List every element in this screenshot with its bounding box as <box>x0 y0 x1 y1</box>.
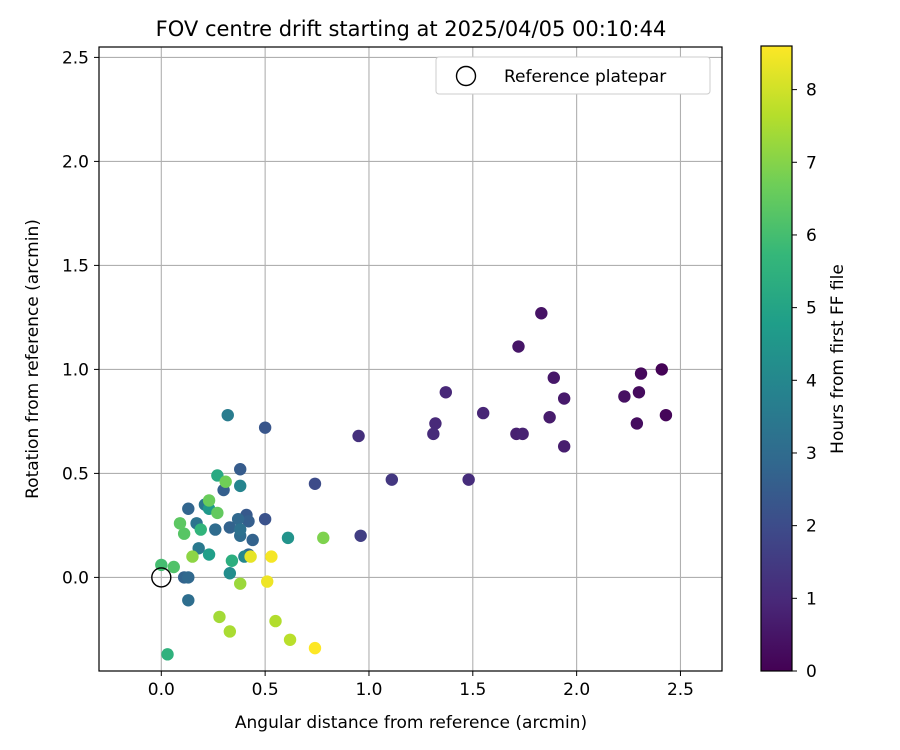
data-point <box>223 521 237 534</box>
data-point <box>269 614 282 628</box>
data-point <box>234 523 247 536</box>
x-tick-label: 0.0 <box>148 680 175 700</box>
data-point <box>439 386 453 399</box>
y-axis: 0.0 0.5 1.0 1.5 2.0 2.5 <box>62 48 99 588</box>
colorbar-tick-label: 4 <box>806 371 817 391</box>
x-axis: 0.0 0.5 1.0 1.5 2.0 2.5 <box>148 671 694 700</box>
colorbar-tick-label: 7 <box>806 153 817 173</box>
data-point <box>281 531 295 545</box>
data-point <box>632 386 646 399</box>
data-point <box>317 531 330 545</box>
data-point <box>242 515 255 528</box>
data-point <box>177 527 191 540</box>
y-tick-label: 0.0 <box>62 568 89 588</box>
data-point <box>161 648 174 661</box>
data-point <box>283 633 297 646</box>
colorbar-tick-label: 5 <box>806 299 817 319</box>
data-point <box>211 506 224 520</box>
legend-box <box>435 56 711 95</box>
plot-frame <box>98 46 723 672</box>
x-axis-label: Angular distance from reference (arcmin) <box>235 713 587 733</box>
data-point <box>221 408 234 422</box>
data-point <box>429 417 442 430</box>
y-tick-label: 2.5 <box>62 48 89 68</box>
y-tick-label: 1.0 <box>62 360 89 380</box>
data-point <box>618 390 631 403</box>
data-point <box>209 523 222 536</box>
colorbar-tick-label: 8 <box>806 81 817 101</box>
legend-label-reference: Reference platepar <box>504 67 666 87</box>
data-point <box>234 463 247 476</box>
grid <box>99 47 722 671</box>
data-point <box>543 411 556 424</box>
data-point <box>512 340 525 353</box>
x-tick-label: 1.0 <box>355 680 382 700</box>
data-point <box>352 429 365 443</box>
data-point <box>659 408 673 422</box>
data-point <box>476 406 490 420</box>
data-point <box>246 533 259 547</box>
data-point <box>194 523 207 536</box>
colorbar-ticks: 0 1 2 3 4 5 6 7 8 <box>792 81 817 682</box>
data-point <box>258 421 272 434</box>
data-point <box>655 363 668 376</box>
data-point <box>630 417 644 430</box>
x-tick-label: 1.5 <box>459 680 486 700</box>
y-tick-label: 0.5 <box>62 464 89 484</box>
data-point <box>234 479 247 493</box>
data-point <box>261 575 274 588</box>
chart-title: FOV centre drift starting at 2025/04/05 … <box>156 17 667 41</box>
data-point <box>265 550 278 563</box>
data-point <box>223 625 237 638</box>
colorbar-gradient <box>760 45 793 672</box>
colorbar-tick-label: 2 <box>806 517 817 537</box>
data-point <box>231 512 245 526</box>
data-point <box>535 307 548 320</box>
colorbar-label: Hours from first FF file <box>828 264 848 454</box>
x-tick-label: 2.5 <box>667 680 694 700</box>
data-point <box>244 550 257 563</box>
data-point <box>173 517 187 530</box>
legend: Reference platepar <box>435 56 711 95</box>
data-point <box>234 577 247 590</box>
data-point <box>182 502 195 515</box>
data-point <box>634 367 648 380</box>
data-point <box>385 473 399 486</box>
data-point <box>462 473 475 486</box>
colorbar-tick-label: 6 <box>806 226 817 246</box>
y-tick-label: 1.5 <box>62 256 89 276</box>
x-tick-label: 0.5 <box>252 680 279 700</box>
data-point <box>427 427 440 441</box>
reference-platepar-marker <box>151 567 172 588</box>
data-point <box>219 475 232 488</box>
data-point <box>182 571 195 584</box>
data-point <box>308 641 322 655</box>
data-point <box>547 371 560 384</box>
data-point <box>516 427 529 441</box>
data-point <box>225 554 239 567</box>
data-point <box>182 594 195 607</box>
colorbar-tick-label: 3 <box>806 444 817 464</box>
colorbar-tick-label: 0 <box>806 662 817 682</box>
y-tick-label: 2.0 <box>62 152 89 172</box>
data-point <box>258 512 272 526</box>
colorbar-tick-label: 1 <box>806 589 817 609</box>
x-tick-label: 2.0 <box>563 680 590 700</box>
data-point <box>557 440 571 453</box>
colorbar: 0 1 2 3 4 5 6 7 8 Hours from first FF file <box>760 45 848 682</box>
y-axis-label: Rotation from reference (arcmin) <box>23 219 43 499</box>
data-point <box>213 610 226 624</box>
data-points <box>151 307 673 661</box>
data-point <box>167 560 180 574</box>
data-point <box>308 477 322 490</box>
data-point <box>202 548 216 561</box>
legend-marker-reference <box>455 65 477 87</box>
data-point <box>186 550 199 563</box>
data-point <box>223 567 237 580</box>
data-point <box>202 494 216 507</box>
data-point <box>557 392 571 405</box>
data-point <box>354 529 367 542</box>
